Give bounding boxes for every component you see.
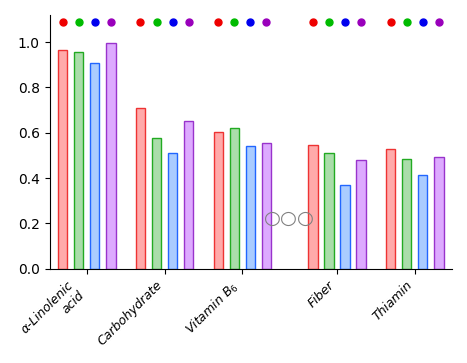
Bar — [168, 153, 177, 269]
Bar — [308, 145, 318, 269]
Bar — [340, 185, 350, 269]
Bar — [58, 50, 67, 269]
Bar — [418, 175, 427, 269]
Bar — [230, 128, 239, 269]
Bar — [325, 153, 333, 269]
Bar — [402, 159, 411, 269]
Bar — [152, 138, 161, 269]
Bar — [262, 143, 271, 269]
Bar — [246, 146, 255, 269]
Bar — [184, 122, 193, 269]
Bar — [213, 132, 223, 269]
Bar — [434, 156, 444, 269]
Bar — [386, 148, 396, 269]
Bar — [136, 108, 145, 269]
Bar — [106, 43, 115, 269]
Bar — [74, 52, 84, 269]
Text: ○○○: ○○○ — [264, 209, 315, 228]
Bar — [90, 62, 99, 269]
Bar — [356, 160, 366, 269]
